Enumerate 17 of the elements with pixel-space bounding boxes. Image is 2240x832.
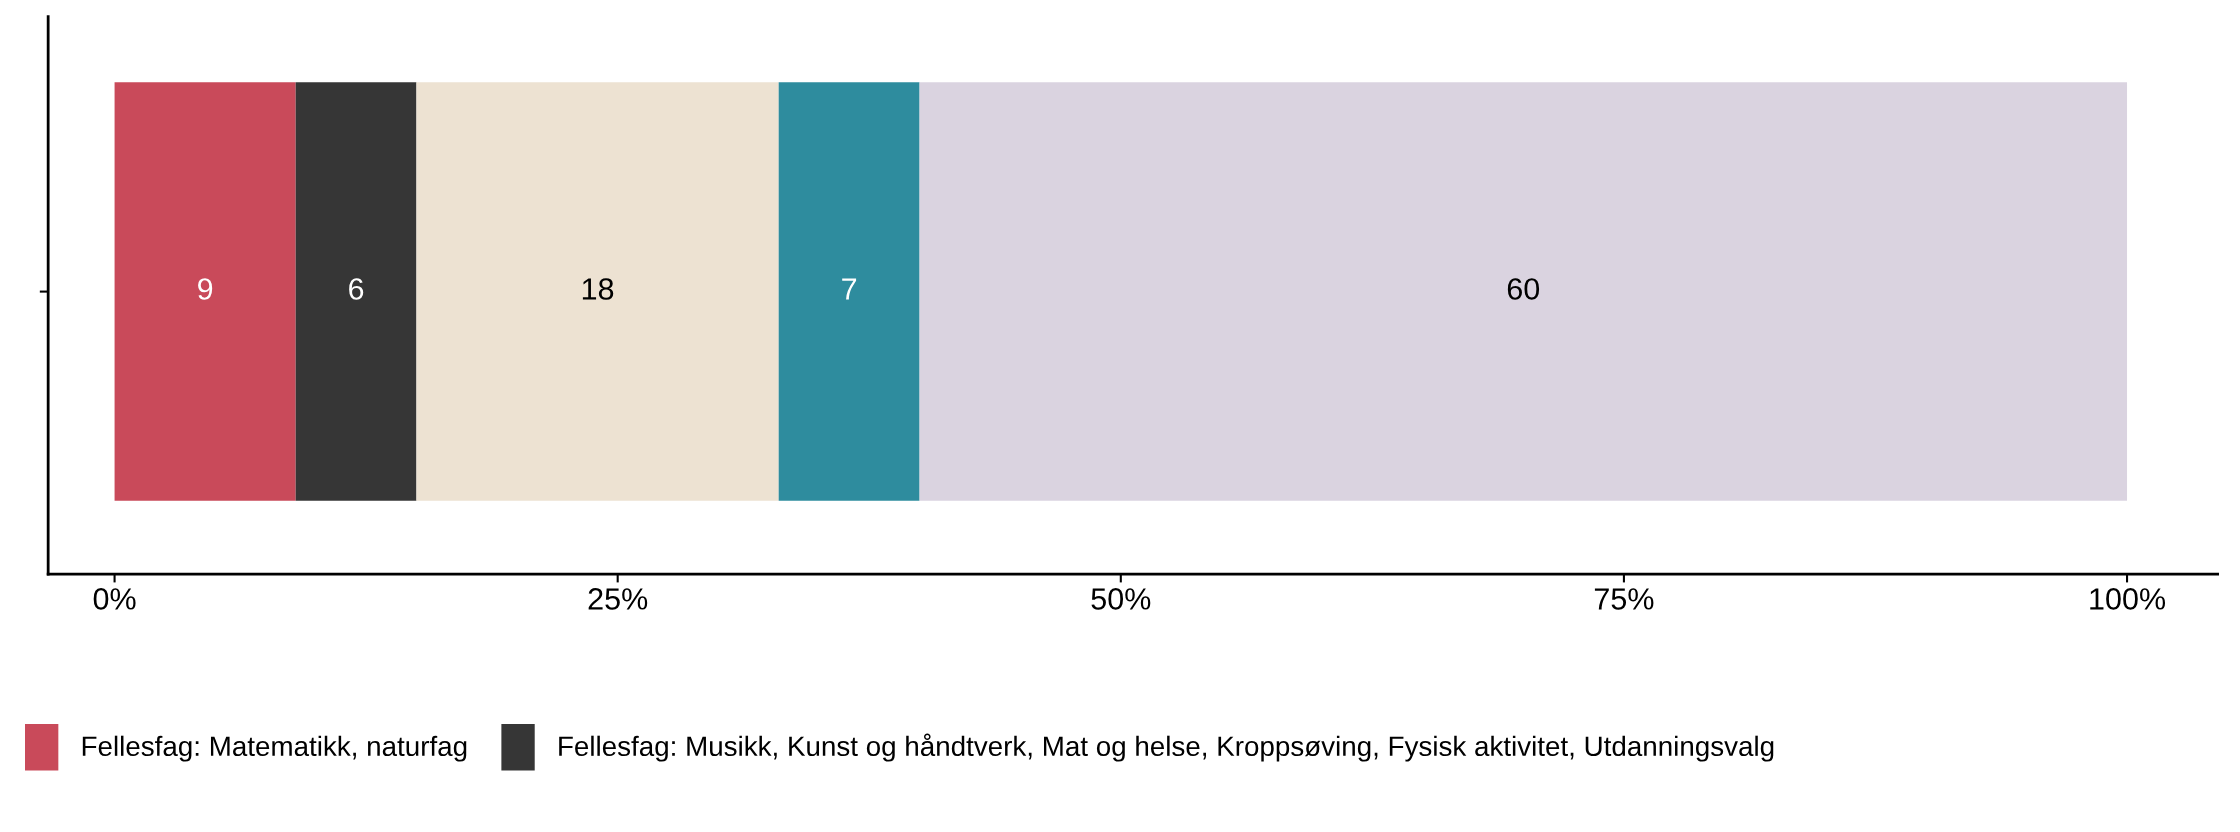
x-tick-label: 100% (2090, 588, 2166, 610)
x-tick-label: 25% (588, 588, 648, 610)
bar (416, 82, 779, 501)
x-tick-label: 50% (1091, 588, 1151, 610)
bar (919, 82, 2128, 501)
data-label: 7 (842, 278, 857, 300)
bar (114, 82, 296, 501)
bar (778, 82, 920, 501)
x-tick-label: 75% (1594, 588, 1654, 610)
legend-label: Fellesfag: Matematikk, naturfag (82, 735, 467, 762)
data-label: 18 (582, 278, 614, 300)
data-label: 60 (1507, 278, 1540, 300)
legend-label: Fellesfag: Musikk, Kunst og håndtverk, Mat og helse, Kroppsøving, Fysisk aktivitet, Utdanningsvalg (559, 733, 1774, 762)
x-tick-label: 0% (93, 588, 136, 610)
data-label: 9 (198, 278, 213, 300)
data-label: 6 (349, 278, 364, 300)
bar (295, 82, 417, 501)
